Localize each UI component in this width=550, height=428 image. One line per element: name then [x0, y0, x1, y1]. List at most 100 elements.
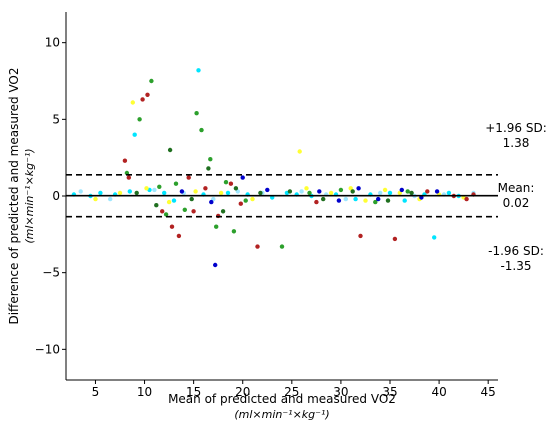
data-point: [378, 190, 383, 196]
data-point: [376, 196, 381, 202]
data-point: [405, 189, 410, 194]
data-point: [144, 186, 149, 191]
data-point: [338, 187, 344, 193]
data-point: [179, 189, 185, 194]
data-point: [343, 196, 348, 202]
x-tick-label: 30: [333, 385, 348, 399]
data-point: [392, 236, 398, 242]
data-point: [279, 244, 285, 249]
data-point: [213, 262, 218, 268]
data-point: [132, 132, 137, 137]
data-point: [399, 187, 404, 193]
reference-line-label: Mean:: [498, 181, 535, 195]
data-point: [191, 209, 196, 214]
data-point: [350, 189, 355, 194]
data-point: [199, 127, 204, 133]
data-point: [162, 190, 167, 196]
reference-line-value: 0.02: [503, 196, 530, 210]
data-point: [255, 244, 260, 249]
data-point: [117, 190, 123, 196]
data-point: [387, 190, 393, 196]
data-point: [265, 187, 270, 193]
reference-lines: [66, 174, 498, 218]
data-point: [363, 198, 368, 203]
data-point: [140, 97, 145, 102]
data-point: [149, 78, 154, 84]
y-tick-label: 0: [52, 189, 60, 203]
data-point: [358, 233, 363, 239]
x-tick-label: 45: [481, 385, 496, 399]
reference-annotations: +1.96 SD:1.38 Mean:0.02 -1.96 SD:-1.35: [485, 121, 547, 273]
data-point: [432, 235, 437, 240]
data-point: [152, 187, 157, 193]
data-point: [321, 196, 326, 202]
data-point: [258, 190, 263, 196]
data-point: [193, 189, 198, 194]
data-point: [317, 189, 322, 194]
data-point: [203, 186, 208, 191]
x-tick-label: 5: [92, 385, 100, 399]
x-tick-label: 15: [186, 385, 201, 399]
data-point: [425, 189, 430, 194]
data-point: [78, 189, 83, 194]
data-point: [134, 190, 139, 196]
data-points: [71, 68, 476, 268]
data-point: [189, 196, 194, 202]
data-point: [108, 196, 113, 202]
reference-line-label: -1.96 SD:: [488, 244, 544, 258]
x-tick-label: 20: [235, 385, 250, 399]
data-point: [208, 157, 213, 162]
x-axis-unit: (ml×min⁻¹×kg⁻¹): [234, 408, 329, 421]
data-point: [127, 189, 132, 194]
data-point: [446, 190, 452, 196]
data-point: [464, 196, 469, 202]
data-point: [328, 190, 334, 196]
data-point: [228, 181, 234, 186]
data-point: [176, 233, 182, 239]
data-point: [385, 198, 391, 203]
y-axis-title: Difference of predicted and measured VO2: [7, 67, 21, 324]
reference-line-label: +1.96 SD:: [485, 121, 547, 135]
data-point: [220, 209, 226, 214]
data-point: [214, 224, 219, 229]
data-point: [299, 189, 304, 194]
data-point: [297, 149, 302, 154]
data-point: [402, 198, 407, 203]
data-point: [373, 199, 378, 205]
y-tick-label: −10: [35, 342, 60, 356]
data-point: [126, 175, 131, 180]
data-point: [163, 212, 169, 217]
data-point: [240, 175, 245, 180]
y-axis-unit: (ml×min⁻¹×kg⁻¹): [23, 148, 36, 243]
data-point: [160, 209, 165, 214]
data-point: [434, 189, 440, 194]
data-point: [98, 190, 103, 196]
data-point: [307, 190, 312, 196]
y-tick-label: 10: [45, 36, 60, 50]
data-point: [336, 198, 342, 203]
data-point: [122, 158, 128, 163]
x-tick-label: 40: [431, 385, 446, 399]
data-point: [218, 190, 224, 196]
data-point: [182, 207, 187, 212]
data-point: [356, 186, 361, 191]
data-point: [353, 196, 358, 202]
data-point: [167, 147, 173, 153]
data-point: [231, 229, 237, 234]
data-point: [169, 224, 175, 229]
data-point: [209, 199, 214, 205]
x-tick-label: 25: [284, 385, 299, 399]
x-tick-label: 10: [137, 385, 152, 399]
tick-labels: 5 10 15 20 25 30 35 40 45 −10 −5 0 5 10: [35, 36, 496, 399]
reference-line-value: 1.38: [503, 136, 530, 150]
data-point: [314, 199, 319, 205]
data-point: [157, 184, 162, 189]
data-point: [233, 186, 239, 191]
data-point: [409, 190, 414, 196]
data-point: [171, 198, 177, 203]
data-point: [137, 117, 142, 122]
reference-line-value: -1.35: [500, 259, 531, 273]
y-tick-label: 5: [52, 112, 60, 126]
data-point: [287, 189, 293, 194]
data-point: [93, 196, 98, 202]
